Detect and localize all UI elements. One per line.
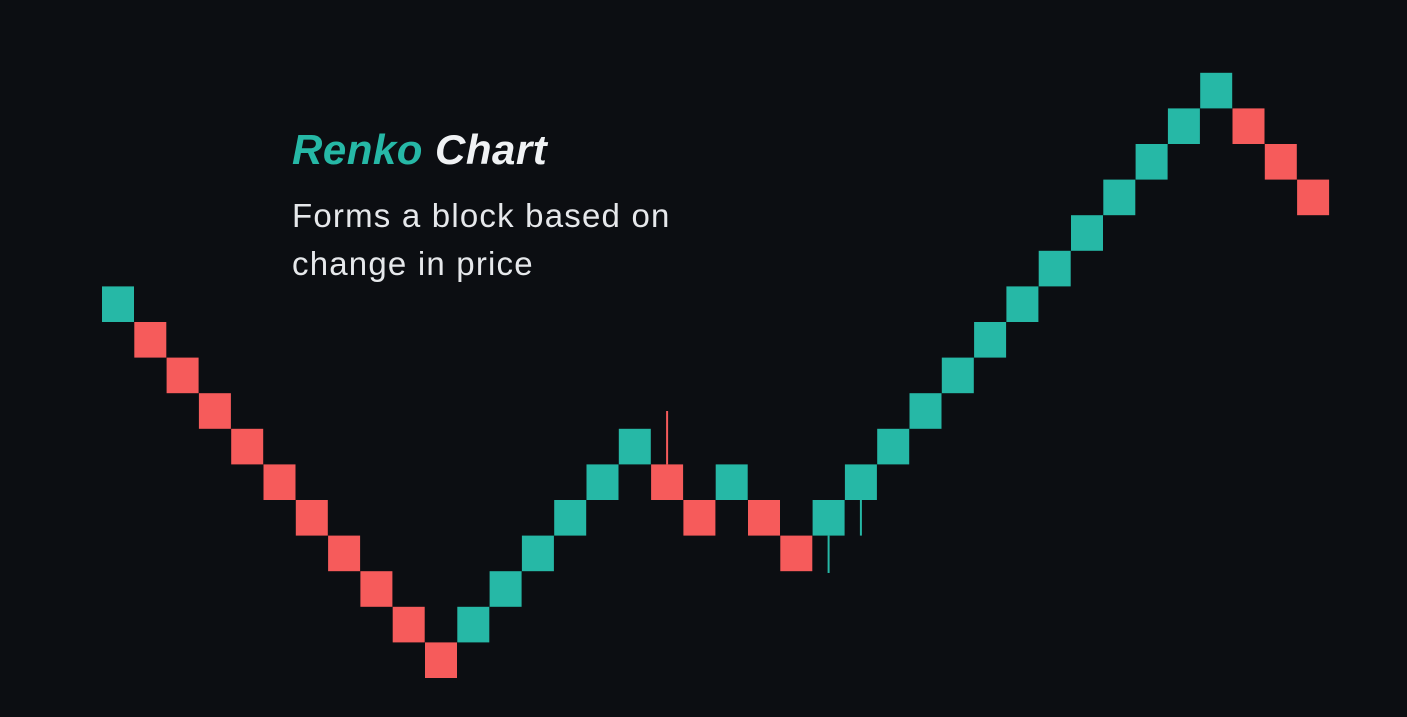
- renko-brick-down: [1232, 108, 1265, 144]
- renko-brick-up: [554, 500, 587, 536]
- renko-brick-down: [748, 500, 780, 536]
- chart-title: Renko Chart: [292, 122, 712, 178]
- renko-brick-up: [102, 286, 134, 322]
- title-block: Renko Chart Forms a block based on chang…: [292, 122, 712, 288]
- renko-brick-up: [715, 464, 748, 500]
- renko-brick-up: [618, 428, 651, 465]
- renko-brick-up: [1167, 108, 1200, 144]
- renko-brick-up: [941, 357, 974, 394]
- renko-brick-up: [1071, 215, 1103, 251]
- renko-brick-up: [844, 464, 877, 500]
- renko-brick-down: [1264, 144, 1297, 180]
- renko-brick-up: [812, 500, 845, 536]
- renko-brick-up: [457, 606, 490, 643]
- renko-brick-up: [489, 571, 522, 607]
- renko-brick-up: [521, 535, 554, 572]
- renko-brick-up: [1135, 144, 1168, 180]
- renko-brick-down: [360, 571, 393, 607]
- renko-brick-down: [198, 393, 231, 429]
- chart-title-accent: Renko: [292, 126, 423, 173]
- renko-brick-up: [1038, 250, 1071, 287]
- renko-brick-down: [392, 606, 425, 643]
- renko-brick-down: [328, 535, 361, 572]
- renko-brick-down: [425, 642, 457, 678]
- renko-brick-up: [909, 393, 942, 429]
- renko-brick-up: [1200, 72, 1233, 109]
- renko-brick-down: [166, 357, 199, 394]
- renko-brick-down: [1297, 179, 1330, 216]
- chart-title-main: Chart: [435, 126, 548, 173]
- renko-brick-up: [1103, 179, 1136, 216]
- renko-brick-up: [1006, 286, 1039, 322]
- renko-brick-down: [780, 535, 813, 572]
- renko-brick-down: [295, 500, 328, 536]
- renko-brick-down: [231, 428, 264, 465]
- renko-brick-up: [877, 428, 910, 465]
- renko-brick-down: [263, 464, 296, 500]
- renko-brick-up: [974, 322, 1007, 358]
- renko-brick-down: [651, 464, 684, 500]
- renko-brick-down: [683, 500, 716, 536]
- renko-brick-down: [134, 322, 167, 358]
- chart-subtitle: Forms a block based on change in price: [292, 197, 671, 282]
- renko-brick-up: [586, 464, 619, 500]
